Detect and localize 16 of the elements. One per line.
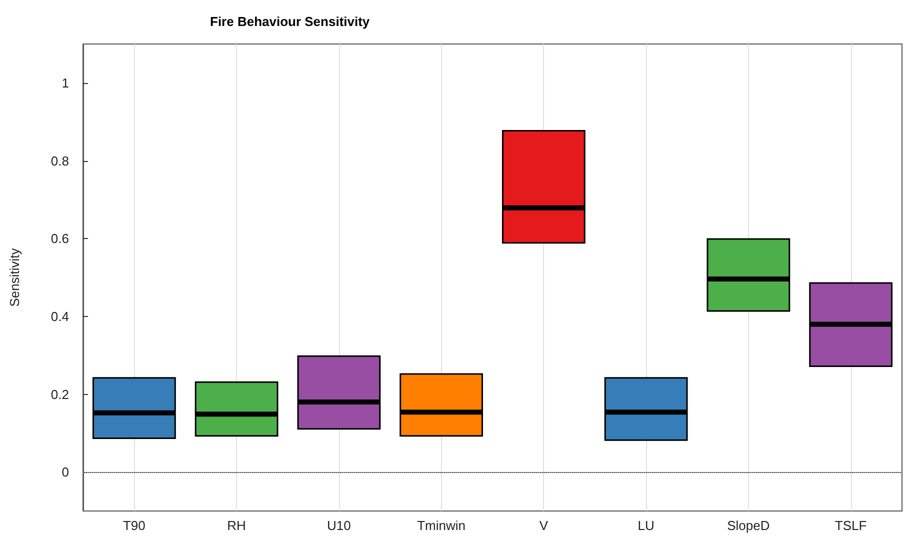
x-tick-label: RH (227, 518, 246, 533)
y-tick-label: 0.4 (50, 308, 69, 324)
y-tick-label: 1 (62, 75, 69, 90)
x-tick-label: LU (638, 518, 654, 533)
x-tick-label: T90 (122, 518, 146, 533)
y-tick-label: 0.2 (50, 386, 69, 402)
y-tick-label: 0.8 (50, 153, 69, 168)
x-tick-label: V (539, 518, 548, 533)
x-tick-label: Tminwin (417, 518, 466, 533)
x-tick-label: U10 (327, 518, 351, 533)
x-tick-label: TSLF (834, 518, 867, 533)
y-tick-label: 0 (62, 464, 69, 480)
chart-title: Fire Behaviour Sensitivity (210, 14, 370, 29)
x-tick-label: SlopeD (727, 518, 770, 533)
y-tick-label: 0.6 (50, 231, 69, 246)
y-axis-title: Sensitivity (7, 248, 22, 307)
